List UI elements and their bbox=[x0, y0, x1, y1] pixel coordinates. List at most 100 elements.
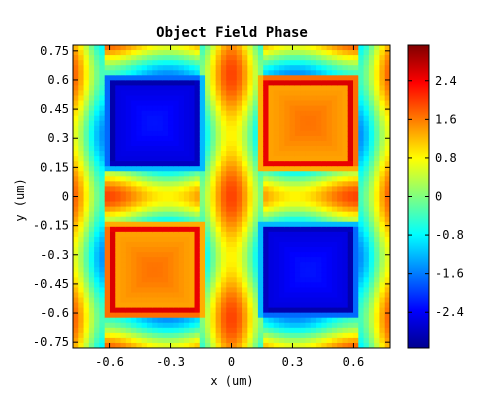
heat-cell bbox=[294, 146, 301, 152]
heat-cell bbox=[321, 85, 328, 92]
heat-cell bbox=[168, 317, 174, 324]
heat-cell bbox=[125, 100, 132, 107]
heat-cell bbox=[146, 302, 153, 309]
heat-cell bbox=[226, 241, 233, 248]
heat-cell bbox=[284, 201, 291, 208]
heat-cell bbox=[257, 322, 264, 329]
heat-cell bbox=[268, 267, 275, 273]
heat-cell bbox=[109, 166, 116, 172]
heat-cell bbox=[316, 307, 322, 314]
heat-cell bbox=[252, 156, 259, 162]
heat-cell bbox=[173, 287, 180, 294]
heat-cell bbox=[284, 236, 291, 243]
heat-cell bbox=[294, 287, 301, 294]
heat-cell bbox=[257, 312, 264, 319]
heat-cell bbox=[152, 176, 159, 182]
heat-cell bbox=[279, 135, 285, 142]
heat-cell bbox=[220, 277, 227, 283]
heat-cell bbox=[141, 75, 148, 81]
heat-cell bbox=[168, 120, 174, 127]
heat-cell bbox=[183, 201, 190, 208]
heat-cell bbox=[268, 65, 275, 71]
heat-cell bbox=[289, 55, 296, 61]
heat-cell bbox=[131, 55, 137, 61]
heat-cell bbox=[83, 337, 90, 344]
heat-cell bbox=[226, 50, 233, 56]
heat-cell bbox=[120, 176, 127, 182]
heat-cell bbox=[363, 342, 370, 348]
heat-cell bbox=[231, 110, 238, 117]
heat-cell bbox=[168, 156, 174, 162]
heat-cell bbox=[236, 287, 243, 294]
heat-cell bbox=[109, 221, 116, 228]
heat-cell bbox=[152, 307, 159, 314]
heat-cell bbox=[374, 201, 381, 208]
heat-cell bbox=[374, 125, 381, 132]
heat-cell bbox=[331, 186, 338, 193]
heat-cell bbox=[310, 201, 317, 208]
heat-cell bbox=[358, 181, 365, 187]
heat-cell bbox=[268, 312, 275, 319]
heat-cell bbox=[78, 50, 85, 56]
heat-cell bbox=[368, 282, 375, 288]
heat-cell bbox=[205, 236, 211, 243]
heat-cell bbox=[236, 272, 243, 278]
heat-cell bbox=[83, 221, 90, 228]
heat-cell bbox=[358, 100, 365, 107]
heat-cell bbox=[331, 262, 338, 268]
heat-cell bbox=[109, 247, 116, 253]
heat-cell bbox=[99, 191, 106, 198]
heat-cell bbox=[136, 327, 143, 334]
heat-cell bbox=[173, 312, 180, 319]
heat-cell bbox=[199, 252, 206, 258]
heat-cell bbox=[289, 327, 296, 334]
heat-cell bbox=[115, 342, 122, 348]
heat-cell bbox=[337, 236, 344, 243]
heat-cell bbox=[173, 65, 180, 71]
heat-cell bbox=[152, 70, 159, 76]
heat-cell bbox=[173, 105, 180, 112]
heat-cell bbox=[263, 307, 270, 314]
heat-cell bbox=[205, 135, 211, 142]
heat-cell bbox=[83, 171, 90, 177]
heat-cell bbox=[326, 50, 333, 56]
heat-cell bbox=[310, 277, 317, 283]
heat-cell bbox=[183, 342, 190, 348]
heat-cell bbox=[379, 95, 386, 102]
heat-cell bbox=[152, 140, 159, 147]
heat-cell bbox=[73, 201, 79, 208]
heat-cell bbox=[347, 161, 354, 167]
heat-cell bbox=[289, 135, 296, 142]
heat-cell bbox=[220, 247, 227, 253]
heat-cell bbox=[157, 80, 164, 86]
heat-cell bbox=[247, 327, 254, 334]
heat-cell bbox=[342, 226, 349, 233]
heat-cell bbox=[363, 322, 370, 329]
heat-cell bbox=[347, 130, 354, 137]
heat-cell bbox=[305, 252, 312, 258]
heat-cell bbox=[236, 292, 243, 299]
heat-cell bbox=[199, 50, 206, 56]
heat-cell bbox=[363, 100, 370, 107]
heat-cell bbox=[268, 186, 275, 193]
heat-cell bbox=[78, 322, 85, 329]
heat-cell bbox=[279, 322, 285, 329]
heat-cell bbox=[104, 115, 111, 122]
heat-cell bbox=[78, 337, 85, 344]
heat-cell bbox=[88, 216, 95, 223]
heat-cell bbox=[331, 342, 338, 348]
heat-cell bbox=[284, 221, 291, 228]
heat-cell bbox=[263, 287, 270, 294]
heat-cell bbox=[242, 226, 248, 233]
heat-cell bbox=[252, 317, 259, 324]
heat-cell bbox=[331, 176, 338, 182]
heat-cell bbox=[131, 252, 137, 258]
heat-cell bbox=[157, 186, 164, 193]
heat-cell bbox=[125, 302, 132, 309]
heat-cell bbox=[347, 327, 354, 334]
heat-cell bbox=[115, 327, 122, 334]
heat-cell bbox=[157, 70, 164, 76]
heat-cell bbox=[358, 267, 365, 273]
heat-cell bbox=[289, 267, 296, 273]
heat-cell bbox=[115, 181, 122, 187]
